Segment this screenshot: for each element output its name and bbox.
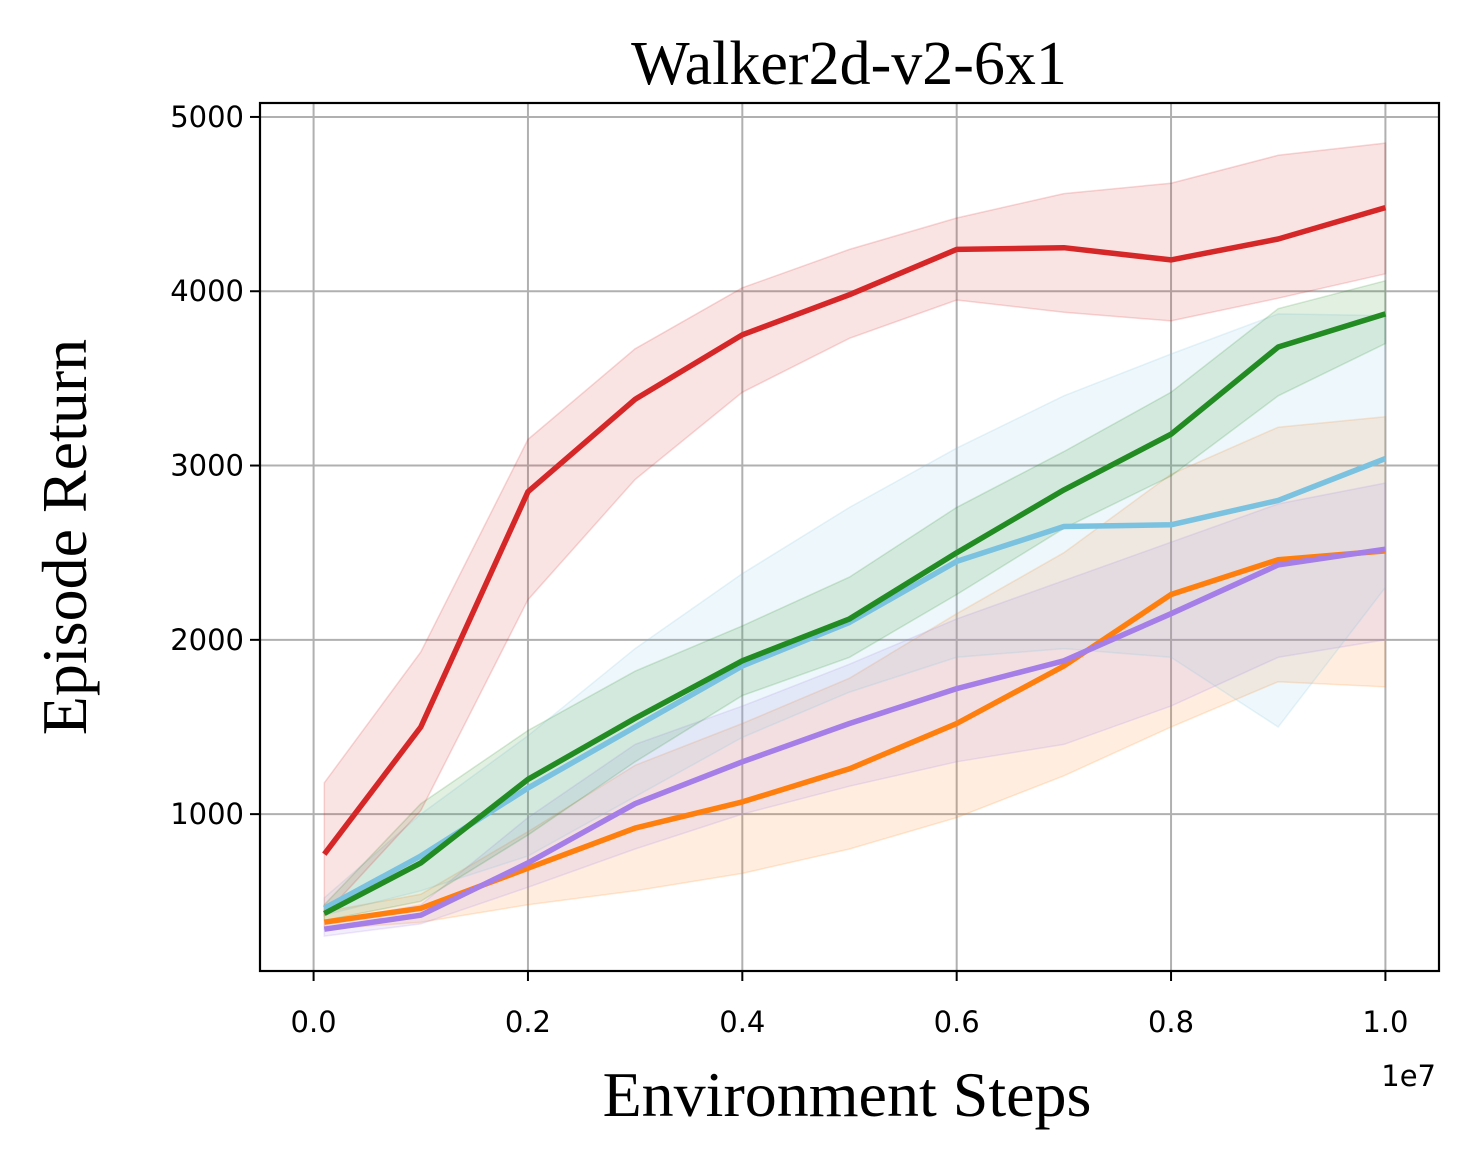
band-red [323,142,1387,918]
chart-title: Walker2d-v2-6x1 [631,30,1067,98]
y-tick-label: 4000 [170,274,244,308]
x-tick-label: 0.8 [1148,1005,1194,1039]
y-tick-label: 3000 [170,449,244,483]
y-tick-label: 5000 [170,100,244,134]
band-green [323,279,1387,922]
line-green [323,311,1387,916]
y-axis-label: Episode Return [29,339,100,735]
band-orange [323,415,1387,931]
x-tick-label: 0.4 [719,1005,765,1039]
x-offset-label: 1e7 [1381,1059,1436,1093]
line-red [322,204,1387,856]
line-skyblue [322,456,1387,911]
band-purple [323,482,1387,937]
y-tick-label: 1000 [170,797,244,831]
y-tick-label: 2000 [170,623,244,657]
plot-frame [258,101,1441,973]
x-axis-label: Environment Steps [603,1059,1092,1130]
x-tick-label: 0.2 [505,1005,551,1039]
x-tick-label: 1.0 [1362,1005,1408,1039]
grid [260,103,1439,971]
x-tick-label: 0.0 [291,1005,337,1039]
series-lines [322,204,1387,932]
line-purple [323,546,1386,932]
axis-ticks: 0.0 0.2 0.4 0.6 0.8 1.0 1000 2000 3000 4000 5000 [170,100,1408,1039]
x-tick-label: 0.6 [934,1005,980,1039]
